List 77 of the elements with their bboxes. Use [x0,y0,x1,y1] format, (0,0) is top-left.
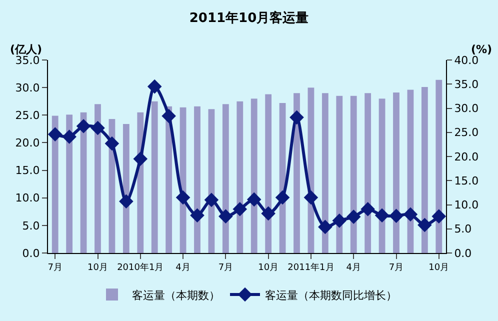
point [232,202,248,216]
point [346,210,361,224]
y2-tick-label: 20.0 [454,150,479,164]
point [360,202,375,216]
bar [364,93,372,253]
point [104,136,120,151]
point [318,220,332,234]
point [204,192,219,208]
bar [421,87,428,253]
bar [222,104,229,253]
point [275,190,290,205]
point [190,208,204,223]
point [62,130,76,144]
point [374,208,390,223]
x-tick-label: 2010年1月 [117,262,164,273]
bar [336,96,343,253]
bar [52,116,58,253]
point [246,192,262,207]
point [261,206,276,221]
bar [194,106,200,253]
y-tick-label: 15.0 [15,164,40,178]
y2-tick-label: 15.0 [454,174,479,188]
x-tick-label: 4月 [346,262,361,273]
bar [236,101,244,253]
x-tick-label: 4月 [176,262,190,273]
x-tick-label: 7月 [48,262,62,273]
point [48,127,62,142]
point [403,207,418,222]
bar [436,80,442,253]
bar [265,94,272,253]
y2-tick-label: 30.0 [454,102,479,116]
legend-label: 客运量（本期数同比增长） [265,288,397,302]
point [162,108,176,124]
point [176,190,190,205]
point [90,120,105,136]
point [76,118,91,134]
y-axis-title: (亿人) [10,43,42,56]
legend-label: 客运量（本期数） [132,288,220,302]
bar [350,96,357,253]
y-tick-label: 25.0 [15,108,40,122]
y2-tick-label: 35.0 [454,78,479,91]
point [133,152,148,166]
point [332,214,347,228]
y2-tick-label: 0.0 [454,246,472,260]
x-tick-label: 2011年1月 [288,262,334,273]
bar [322,93,328,253]
y-tick-label: 5.0 [22,219,40,232]
point [147,79,162,94]
y-tick-label: 30.0 [15,81,40,94]
y2-axis-title: (%) [471,43,492,56]
y-tick-label: 10.0 [15,192,40,205]
bar [122,124,130,253]
point [119,194,134,209]
y2-tick-label: 25.0 [454,126,479,140]
point [432,209,446,224]
x-tick-label: 10月 [88,262,108,273]
x-tick-label: 10月 [258,262,279,273]
y-tick-label: 35.0 [15,54,40,67]
bar [250,98,258,253]
y-tick-label: 0.0 [22,246,40,260]
bar [393,92,400,253]
x-tick-label: 7月 [388,262,404,273]
chart-title: 2011年10月客运量 [189,10,309,26]
point [389,208,404,223]
bar [66,114,73,253]
x-tick-label: 7月 [218,262,234,273]
bar [94,104,101,253]
bar [151,101,158,253]
y2-tick-label: 5.0 [454,222,472,236]
point [418,218,432,232]
point [218,209,233,224]
y2-tick-label: 40.0 [454,54,479,67]
y-tick-label: 20.0 [15,136,40,150]
y2-tick-label: 10.0 [454,198,479,212]
point [304,190,318,205]
x-tick-label: 10月 [428,262,450,273]
point [290,110,304,125]
